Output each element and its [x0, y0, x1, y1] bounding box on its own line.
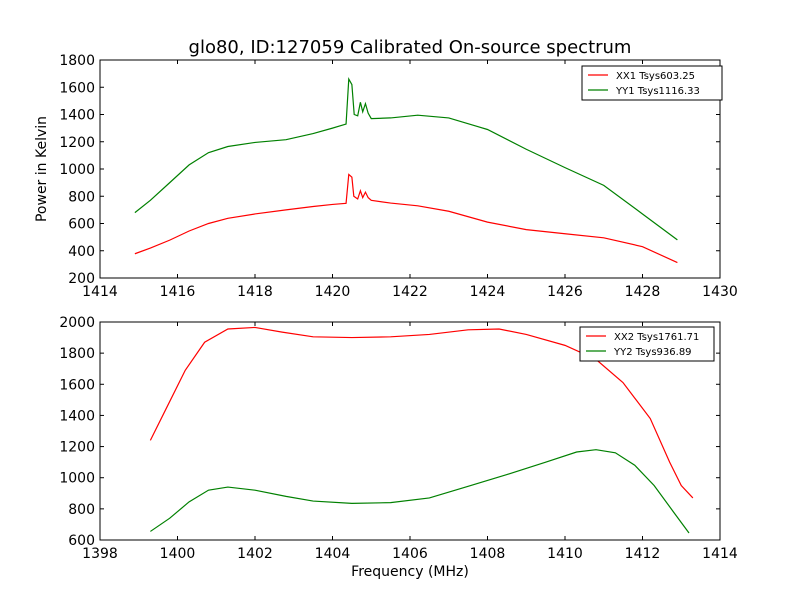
legend-label: YY1 Tsys1116.33 — [615, 86, 700, 97]
x-tick-label: 1428 — [625, 284, 661, 300]
x-tick-label: 1408 — [470, 546, 506, 562]
y-axis-label: Power in Kelvin — [34, 116, 50, 222]
x-tick-label: 1414 — [82, 284, 118, 300]
x-tick-label: 1412 — [625, 546, 661, 562]
x-tick-label: 1404 — [315, 546, 351, 562]
y-tick-label: 1800 — [59, 53, 95, 69]
chart-title: glo80, ID:127059 Calibrated On-source sp… — [189, 37, 632, 58]
x-tick-label: 1426 — [547, 284, 583, 300]
x-tick-label: 1402 — [237, 546, 273, 562]
legend: XX2 Tsys1761.71 YY2 Tsys936.89 — [579, 326, 715, 362]
x-tick-label: 1424 — [470, 284, 506, 300]
series-line-1-2 — [134, 77, 678, 241]
y-tick-label: 1000 — [59, 471, 95, 487]
y-tick-label: 200 — [68, 271, 95, 287]
x-tick-label: 1416 — [160, 284, 196, 300]
legend-label: XX1 Tsys603.25 — [616, 71, 695, 82]
y-tick-label: 1200 — [59, 440, 95, 456]
y-tick-label: 800 — [68, 502, 95, 518]
x-tick-label: 1406 — [392, 546, 428, 562]
series-line-2-1 — [149, 326, 694, 499]
series-line-1-1 — [134, 173, 678, 264]
y-tick-label: 800 — [68, 189, 95, 205]
legend-label: XX2 Tsys1761.71 — [614, 332, 699, 343]
legend-box — [581, 65, 723, 101]
y-tick-label: 2000 — [59, 315, 95, 331]
y-tick-label: 1000 — [59, 162, 95, 178]
x-tick-label: 1420 — [315, 284, 351, 300]
subplot-1: 1414 1416 1418 1420 1422 1424 1426 1428 1430 200 4… — [34, 53, 738, 300]
legend: XX1 Tsys603.25 YY1 Tsys1116.33 — [581, 65, 723, 101]
x-tick-label: 1418 — [237, 284, 273, 300]
x-tick-label: 1410 — [547, 546, 583, 562]
y-tick-label: 600 — [68, 217, 95, 233]
y-tick-label: 1600 — [59, 377, 95, 393]
x-axis-label: Frequency (MHz) — [351, 564, 469, 580]
y-tick-label: 1600 — [59, 80, 95, 96]
y-tick-label: 600 — [68, 533, 95, 549]
y-tick-label: 1400 — [59, 408, 95, 424]
legend-label: YY2 Tsys936.89 — [613, 347, 692, 358]
subplot-2: 1398 1400 1402 1404 1406 1408 1410 1412 1414 600 8… — [59, 315, 738, 580]
y-tick-label: 400 — [68, 244, 95, 260]
plots-group: 1414 1416 1418 1420 1422 1424 1426 1428 1430 200 4… — [34, 53, 738, 580]
x-tick-label: 1414 — [702, 546, 738, 562]
x-tick-label: 1398 — [82, 546, 118, 562]
y-tick-label: 1400 — [59, 108, 95, 124]
legend-box — [579, 326, 715, 362]
y-tick-label: 1200 — [59, 135, 95, 151]
x-tick-label: 1430 — [702, 284, 738, 300]
series-line-2-2 — [150, 449, 690, 534]
y-tick-label: 1800 — [59, 346, 95, 362]
x-tick-label: 1400 — [160, 546, 196, 562]
x-tick-label: 1422 — [392, 284, 428, 300]
